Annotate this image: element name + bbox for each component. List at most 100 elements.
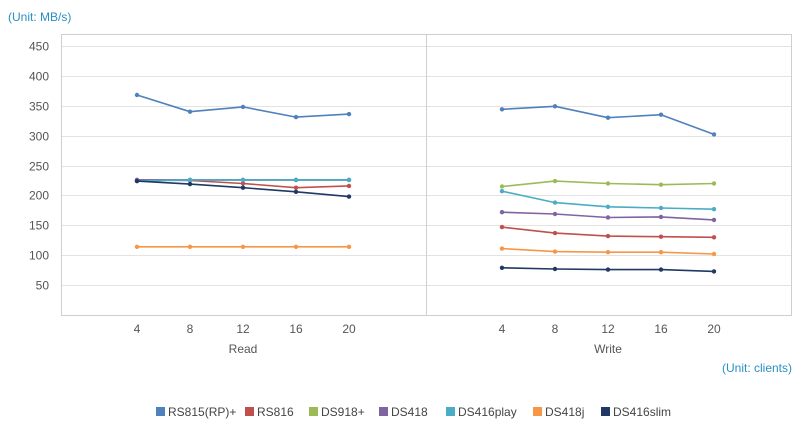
y-tick-label: 100 xyxy=(29,249,49,263)
y-tick-label: 450 xyxy=(29,40,49,54)
data-point xyxy=(187,181,193,187)
y-tick-label: 300 xyxy=(29,130,49,144)
data-point xyxy=(605,267,611,272)
x-tick-label: 8 xyxy=(552,322,559,336)
data-point xyxy=(711,132,717,137)
grid-lines xyxy=(61,34,792,316)
data-point xyxy=(134,178,140,184)
data-point xyxy=(293,177,299,183)
panel-label: Read xyxy=(229,342,258,356)
series-ds918- xyxy=(499,178,717,189)
data-point xyxy=(552,178,558,184)
legend-item[interactable]: DS416play xyxy=(446,405,517,419)
data-point xyxy=(658,205,664,211)
y-tick-label: 400 xyxy=(29,70,49,84)
legend-label: DS416slim xyxy=(613,405,671,419)
legend-label: DS418j xyxy=(545,405,584,419)
x-tick-label: 4 xyxy=(134,322,141,336)
data-point xyxy=(711,235,717,240)
legend-label: RS816 xyxy=(257,405,294,419)
data-point xyxy=(499,184,505,189)
data-point xyxy=(658,250,664,255)
data-point xyxy=(346,244,352,249)
y-unit-label: (Unit: MB/s) xyxy=(8,10,71,24)
x-tick-label: 20 xyxy=(707,322,721,336)
x-tick-label: 20 xyxy=(342,322,356,336)
data-point xyxy=(499,265,505,270)
series-ds418 xyxy=(499,210,717,223)
data-point xyxy=(711,181,717,186)
y-axis: 50 100 150 200 250 300 350 400 450 xyxy=(29,40,49,293)
panels: 4 8 12 16 20 Read 4 8 12 16 20 Write xyxy=(134,92,721,356)
data-point xyxy=(187,244,193,249)
data-point xyxy=(293,185,299,190)
data-point xyxy=(711,269,717,274)
data-point xyxy=(346,111,352,117)
data-point xyxy=(293,114,299,120)
data-point xyxy=(711,217,717,223)
series-ds416slim xyxy=(134,178,352,199)
y-tick-label: 250 xyxy=(29,160,49,174)
legend-label: DS918+ xyxy=(321,405,365,419)
data-point xyxy=(499,107,505,112)
x-unit-label: (Unit: clients) xyxy=(722,361,792,375)
x-tick-label: 12 xyxy=(236,322,250,336)
y-tick-label: 50 xyxy=(36,279,50,293)
panel-write: 4 8 12 16 20 Write xyxy=(499,104,721,356)
data-point xyxy=(658,214,664,220)
data-point xyxy=(605,215,611,220)
series-rs816 xyxy=(499,224,717,240)
legend-swatch xyxy=(309,407,318,416)
series-ds416slim xyxy=(499,265,717,274)
data-point xyxy=(499,246,505,251)
series-rs815-rp- xyxy=(134,92,352,120)
y-tick-label: 350 xyxy=(29,100,49,114)
legend-item[interactable]: DS918+ xyxy=(309,405,365,419)
data-point xyxy=(552,249,558,254)
legend-label: RS815(RP)+ xyxy=(168,405,236,419)
x-tick-label: 4 xyxy=(499,322,506,336)
data-point xyxy=(240,177,246,183)
data-point xyxy=(605,250,611,255)
legend-label: DS418 xyxy=(391,405,428,419)
series-ds418j xyxy=(134,244,352,249)
data-point xyxy=(134,92,140,98)
legend-item[interactable]: RS815(RP)+ xyxy=(156,405,236,419)
data-point xyxy=(346,183,352,189)
x-tick-label: 16 xyxy=(289,322,303,336)
legend-swatch xyxy=(245,407,254,416)
y-tick-label: 150 xyxy=(29,219,49,233)
data-point xyxy=(346,177,352,183)
data-point xyxy=(346,194,352,199)
legend-item[interactable]: DS418 xyxy=(379,405,428,419)
data-point xyxy=(240,181,246,186)
series-rs815-rp- xyxy=(499,104,717,137)
data-point xyxy=(240,104,246,110)
legend-swatch xyxy=(533,407,542,416)
panel-read: 4 8 12 16 20 Read xyxy=(134,92,356,356)
series-line xyxy=(501,105,715,136)
data-point xyxy=(552,211,558,217)
series-ds416play xyxy=(499,189,717,212)
legend-item[interactable]: DS416slim xyxy=(601,405,671,419)
data-point xyxy=(187,177,193,183)
data-point xyxy=(499,189,505,194)
data-point xyxy=(658,234,664,239)
data-point xyxy=(293,244,299,249)
data-point xyxy=(552,230,558,236)
legend-label: DS416play xyxy=(458,405,517,419)
data-point xyxy=(187,109,193,114)
y-tick-label: 200 xyxy=(29,189,49,203)
data-point xyxy=(711,207,717,212)
legend-item[interactable]: RS816 xyxy=(245,405,294,419)
legend-item[interactable]: DS418j xyxy=(533,405,584,419)
data-point xyxy=(711,251,717,257)
legend-swatch xyxy=(601,407,610,416)
panel-label: Write xyxy=(594,342,622,356)
legend: RS815(RP)+ RS816 DS918+ DS418 DS416play DS418… xyxy=(156,405,671,419)
data-point xyxy=(552,266,558,272)
data-point xyxy=(605,233,611,239)
data-point xyxy=(658,267,664,272)
data-point xyxy=(240,244,246,249)
